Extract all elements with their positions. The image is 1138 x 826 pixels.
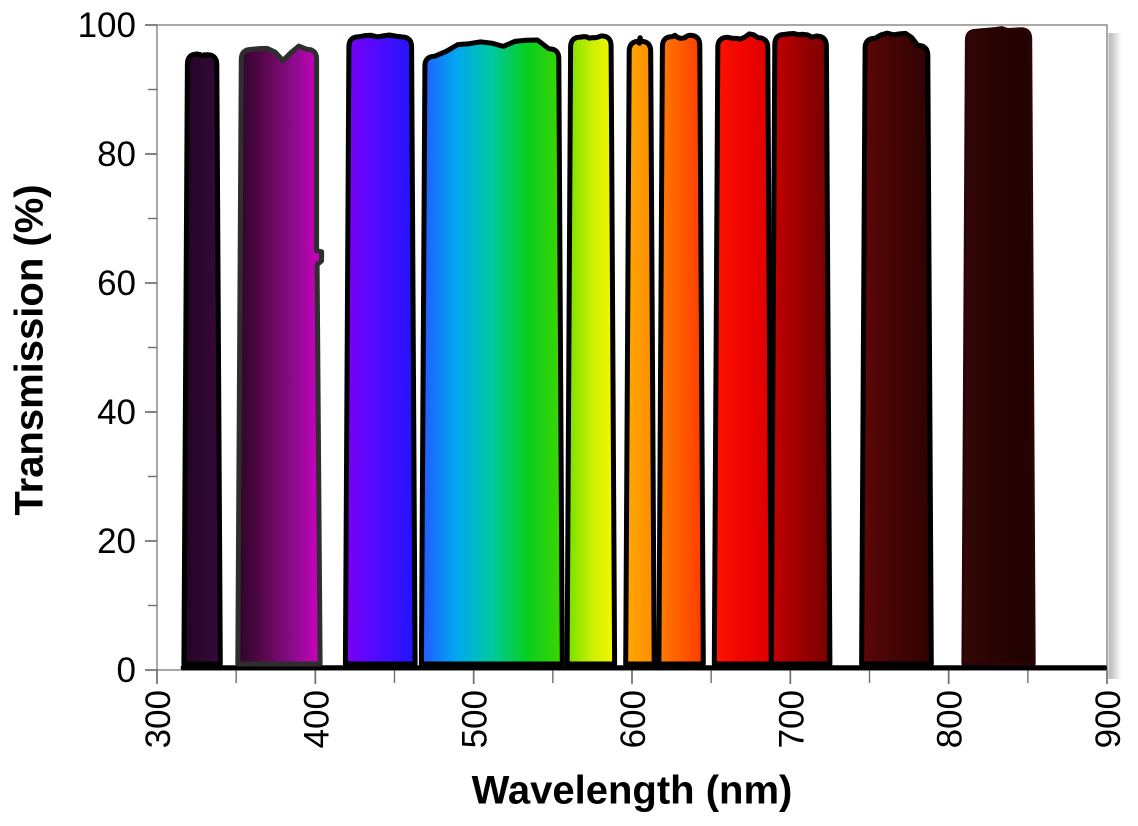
x-tick-label: 900 [1089,690,1128,748]
band-351-403 [235,43,325,667]
y-tick-label: 60 [97,264,136,303]
band-809-854 [961,26,1036,666]
x-tick-label: 500 [456,690,495,748]
band-467-556 [418,37,565,667]
x-tick-label: 600 [614,690,653,748]
band-652-688 [711,31,774,667]
y-tick-label: 20 [97,522,136,561]
x-tick-label: 800 [931,690,970,748]
y-tick-label: 0 [117,651,136,690]
axis-tick-labels: 300 400 500 600 700 800 900 0 20 40 60 80 100 [78,6,1128,748]
band-745-789 [859,30,934,667]
band-559-589 [564,33,618,667]
x-tick-label: 700 [772,690,811,748]
y-tick-label: 80 [97,135,136,174]
x-tick-label: 300 [139,690,178,748]
band-419-463 [342,32,418,667]
frame-shadow [1108,33,1122,679]
x-axis-title: Wavelength (nm) [471,768,793,813]
y-tick-label: 40 [97,393,136,432]
y-tick-label: 100 [78,6,136,45]
band-688-725 [768,31,833,667]
band-596-614 [623,35,657,667]
band-617-645 [656,32,706,667]
filter-bands [181,26,1036,667]
y-axis-title: Transmission (%) [7,184,52,516]
x-tick-label: 400 [297,690,336,748]
band-317-340 [181,51,223,667]
axis-ticks [145,24,1108,684]
out-of-band-baseline [180,665,1107,671]
